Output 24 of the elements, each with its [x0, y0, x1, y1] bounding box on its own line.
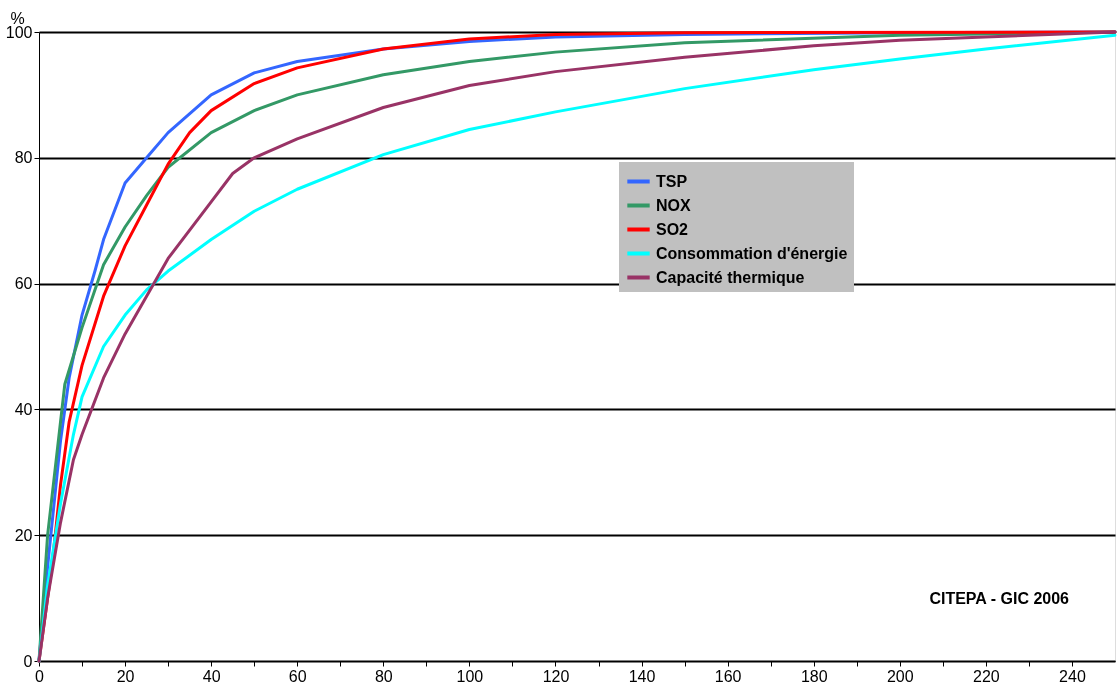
annotation: CITEPA - GIC 2006	[929, 590, 1070, 607]
y-tick-label: 60	[14, 275, 33, 293]
y-tick-label: 80	[14, 149, 33, 167]
legend-label: Consommation d'énergie	[656, 244, 848, 262]
x-tick-label: 80	[374, 667, 393, 685]
x-tick-label: 220	[973, 667, 1000, 685]
x-tick-label: 40	[202, 667, 221, 685]
legend-label: NOX	[656, 196, 691, 214]
x-tick-label: 180	[800, 667, 828, 685]
x-tick-label: 20	[116, 667, 135, 685]
x-tick-label: 140	[628, 667, 656, 685]
x-tick-label: 160	[714, 667, 742, 685]
x-tick-label: 240	[1059, 667, 1086, 685]
x-tick-label: 60	[288, 667, 307, 685]
y-tick-label: 40	[14, 400, 33, 418]
x-tick-label: 200	[886, 667, 914, 685]
y-tick-label: 20	[14, 526, 33, 544]
y-tick-label: 0	[23, 652, 33, 670]
x-tick-label: 100	[456, 667, 484, 685]
legend-label: Capacité thermique	[656, 268, 805, 286]
legend-label: SO2	[656, 220, 689, 238]
legend-label: TSP	[656, 172, 688, 190]
x-tick-label: 120	[542, 667, 570, 685]
x-tick-label: 0	[35, 667, 45, 685]
